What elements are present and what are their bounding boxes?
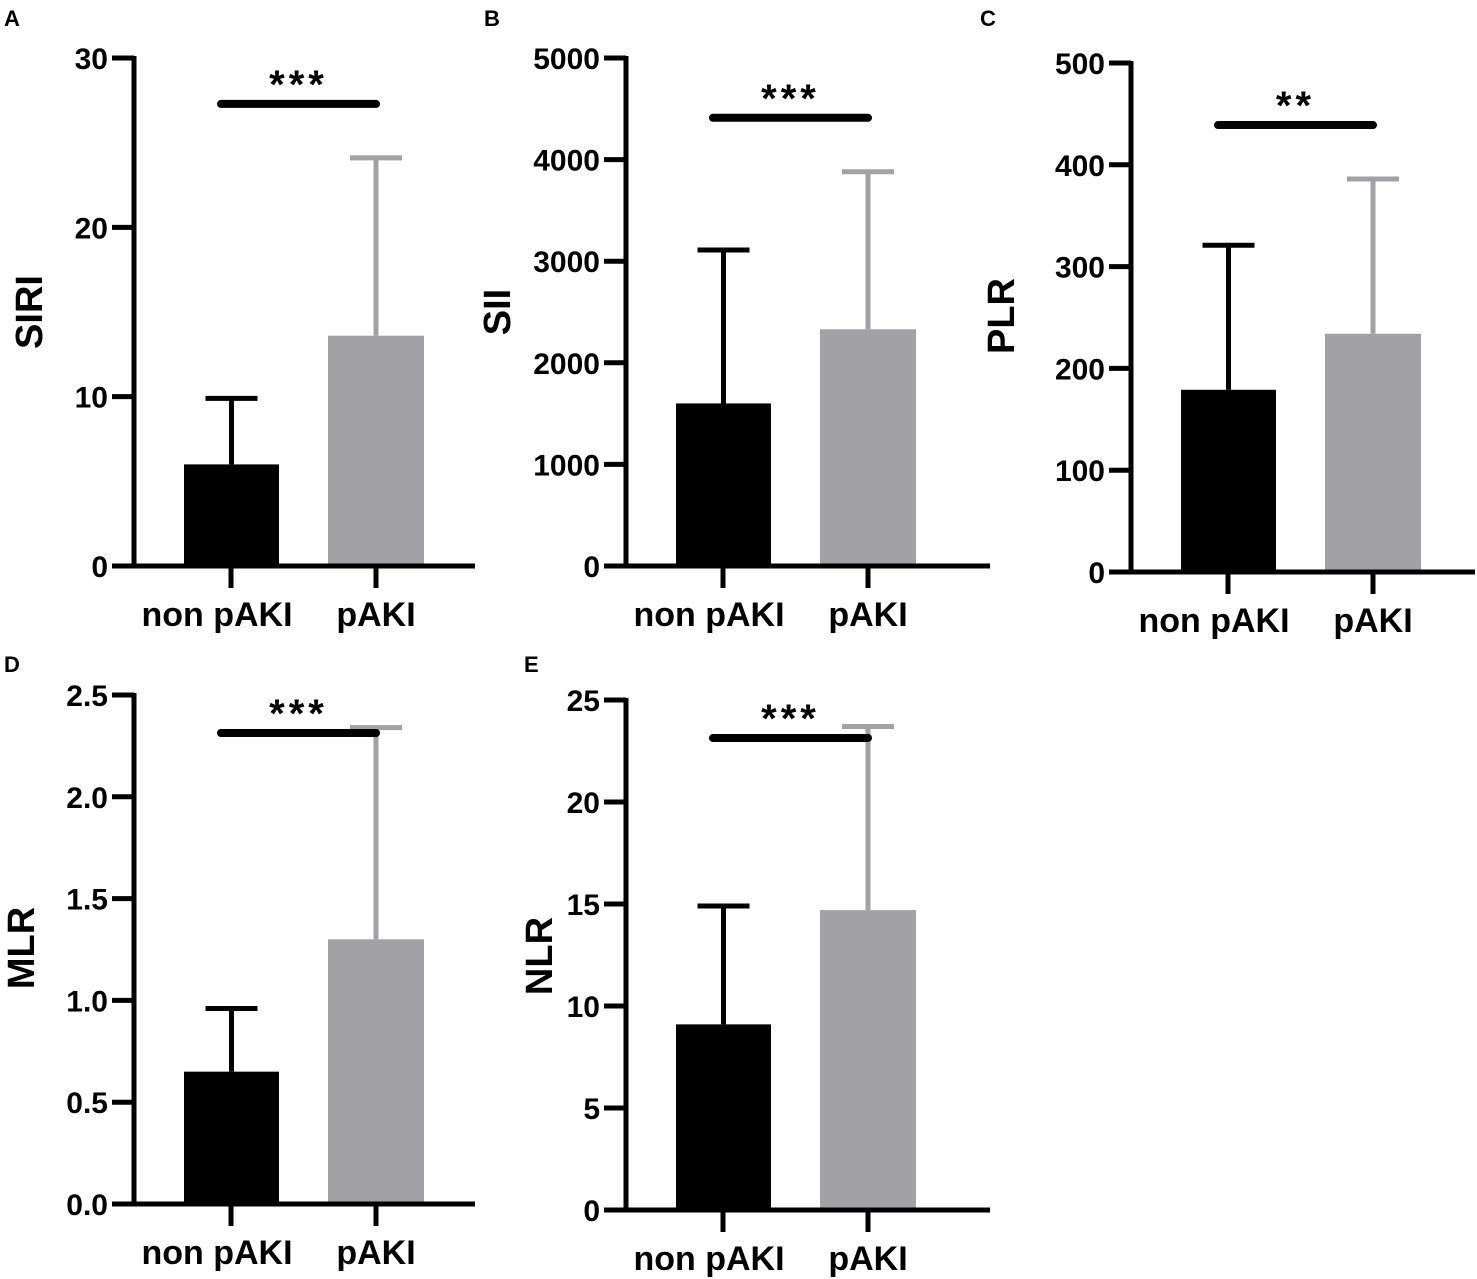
y-tick-label: 100 [1055,455,1105,488]
significance-label: *** [269,63,328,107]
bar-paki [820,329,916,566]
panel-b: B SII 0 1000 2000 3000 4000 5000 non pAKI pAKI *** [477,6,990,634]
y-tick-label: 200 [1055,353,1105,386]
x-category-label: pAKI [828,596,907,634]
panel-c: C PLR 0 100 200 300 400 500 non pAKI pAKI ** [980,6,1475,640]
x-category-label: non pAKI [633,596,784,634]
bar-paki [328,939,424,1204]
x-category-label: non pAKI [633,1240,784,1278]
panel-a: A SIRI 0 10 20 30 non pAKI pAKI *** [4,6,475,634]
x-category-label: non pAKI [1138,602,1289,640]
panel-letter: D [4,652,20,677]
y-tick-label: 0 [1088,557,1105,590]
bar-non-paki [676,1024,771,1210]
x-category-label: non pAKI [141,596,292,634]
panel-e: E NLR 0 5 10 15 20 25 non pAKI pAKI *** [519,652,990,1278]
y-axis-title: MLR [1,907,43,989]
x-category-label: pAKI [336,1234,415,1272]
panel-letter: C [980,6,996,31]
y-tick-label: 0 [583,1195,600,1228]
y-tick-label: 20 [75,212,108,245]
y-tick-label: 5 [583,1093,600,1126]
significance-label: ** [1276,84,1315,128]
bar-non-paki [1181,389,1276,572]
panel-letter: B [484,6,500,31]
bar-paki [328,335,424,566]
y-tick-label: 25 [567,685,600,718]
y-tick-label: 20 [567,787,600,820]
bar-paki [1325,333,1421,572]
y-tick-label: 500 [1055,48,1105,81]
y-tick-label: 0 [91,551,108,584]
significance-label: *** [761,77,820,121]
panel-d: D MLR 0.0 0.5 1.0 1.5 2.0 2.5 non pAKI pAKI *** [1,652,475,1272]
significance-label: *** [269,692,328,736]
y-tick-label: 0.0 [66,1189,108,1222]
x-category-label: pAKI [336,596,415,634]
x-category-label: pAKI [828,1240,907,1278]
panel-letter: A [4,6,20,31]
y-tick-label: 400 [1055,150,1105,183]
y-axis-title: PLR [981,278,1023,354]
y-tick-label: 15 [567,889,600,922]
y-tick-label: 10 [75,382,108,415]
panel-letter: E [524,652,539,677]
y-axis-title: SII [477,289,519,335]
y-axis-title: SIRI [9,275,51,349]
y-tick-label: 0.5 [66,1087,108,1120]
y-tick-label: 2000 [533,348,600,381]
y-tick-label: 1.5 [66,884,108,917]
x-category-label: pAKI [1333,602,1412,640]
y-tick-label: 3000 [533,246,600,279]
y-tick-label: 1000 [533,449,600,482]
y-tick-label: 10 [567,991,600,1024]
y-tick-label: 4000 [533,145,600,178]
y-tick-label: 5000 [533,43,600,76]
significance-label: *** [761,697,820,741]
bar-non-paki [184,464,279,566]
y-tick-label: 30 [75,43,108,76]
x-category-label: non pAKI [141,1234,292,1272]
y-tick-label: 2.0 [66,782,108,815]
y-tick-label: 300 [1055,252,1105,285]
y-tick-label: 2.5 [66,680,108,713]
bar-paki [820,910,916,1210]
bar-non-paki [676,403,771,566]
bar-non-paki [184,1071,279,1204]
y-axis-title: NLR [519,917,561,995]
y-tick-label: 0 [583,551,600,584]
y-tick-label: 1.0 [66,985,108,1018]
